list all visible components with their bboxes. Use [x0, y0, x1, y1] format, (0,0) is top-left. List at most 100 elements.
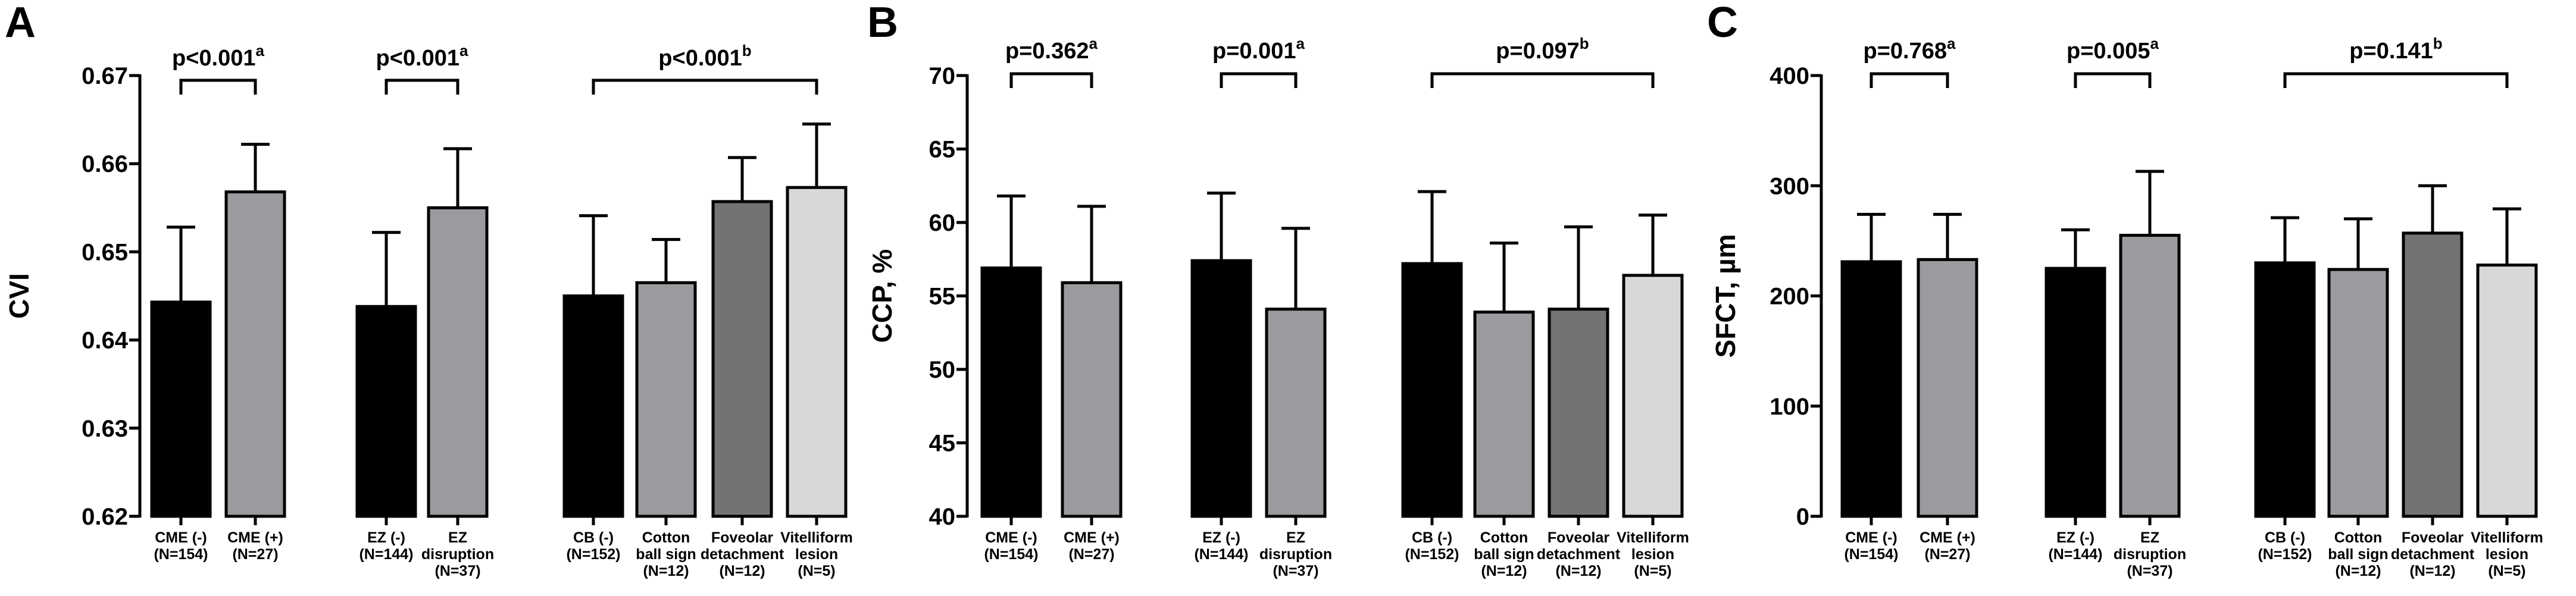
panel-a-category-label: detachment: [701, 546, 784, 563]
panel-c-comparison-bracket: [1870, 72, 1949, 88]
panel-a-category-label: lesion: [795, 546, 838, 563]
panel-a-p-value: p<0.001a: [376, 42, 469, 71]
panel-b-bar: [1401, 262, 1463, 518]
panel-b-category-label: (N=12): [1555, 563, 1601, 579]
panel-b-category-label: detachment: [1537, 546, 1621, 563]
p-value-superscript: b: [742, 42, 752, 59]
panel-b-y-tick-label: 60: [929, 210, 956, 236]
panel-a-category-label: Vitelliform: [780, 529, 853, 546]
panel-b-category-label: EZ: [1286, 529, 1305, 546]
panel-a-category-label: CME (-): [155, 529, 207, 546]
panel-c-category-label: CME (-): [1845, 529, 1897, 546]
panel-b-category-label: disruption: [1259, 546, 1332, 563]
p-value-superscript: b: [2433, 34, 2443, 52]
panel-b-category-label: (N=5): [1634, 563, 1671, 579]
panel-c-category-label: (N=154): [1844, 546, 1898, 563]
p-value-superscript: a: [1947, 34, 1956, 52]
panel-c-comparison-bracket: [2074, 72, 2152, 88]
p-value-text: p=0.141: [2349, 39, 2433, 64]
panel-c-y-tick-label: 200: [1770, 284, 1809, 310]
p-value-superscript: a: [256, 42, 265, 59]
p-value-superscript: b: [1580, 34, 1589, 52]
panel-b-bar: [1061, 281, 1123, 518]
panel-b-y-tick-label: 50: [929, 357, 956, 383]
panel-b-category-label: EZ (-): [1202, 529, 1240, 546]
panel-b-category-label: CME (-): [985, 529, 1037, 546]
panel-a-y-tick-label: 0.62: [82, 504, 128, 530]
panel-b-category-label: Cotton: [1480, 529, 1528, 546]
panel-b-category-label: ball sign: [1474, 546, 1534, 563]
panel-c-category-label: (N=27): [1924, 546, 1970, 563]
panel-c-category-label: disruption: [2114, 546, 2186, 563]
panel-b-bar: [1190, 259, 1252, 518]
panel-c-category-label: (N=12): [2409, 563, 2455, 579]
panel-b-category-label: Vitelliform: [1617, 529, 1689, 546]
panel-c-bar: [2327, 268, 2389, 518]
panel-c-category-label: (N=152): [2258, 546, 2312, 563]
panel-c-category-label: lesion: [2486, 546, 2528, 563]
panel-b-bar: [1622, 274, 1684, 518]
panel-a-category-label: Cotton: [642, 529, 690, 546]
panel-c-bar: [2119, 234, 2181, 518]
panel-a-letter: A: [5, 0, 36, 46]
panel-b-bar: [980, 266, 1042, 518]
panel-a-category-label: EZ (-): [367, 529, 405, 546]
panel-b-category-label: (N=154): [984, 546, 1038, 563]
panel-a-comparison-bracket: [384, 79, 459, 95]
panel-a-y-tick-label: 0.64: [82, 328, 129, 354]
p-value-text: p=0.001: [1212, 39, 1296, 64]
panel-c-y-tick-label: 100: [1770, 394, 1809, 420]
panel-a-bar: [711, 200, 773, 518]
panel-c-category-label: Vitelliform: [2471, 529, 2543, 546]
panel-a-bar: [786, 186, 848, 518]
p-value-text: p=0.768: [1864, 39, 1947, 64]
panel-c-p-value: p=0.768a: [1864, 34, 1956, 64]
panel-a-p-value: p<0.001b: [658, 42, 751, 71]
p-value-text: p<0.001: [658, 46, 742, 71]
panel-a-y-tick-label: 0.63: [82, 416, 128, 442]
panel-b-p-value: p=0.097b: [1496, 34, 1589, 64]
p-value-superscript: a: [1296, 34, 1305, 52]
panel-b-y-tick-label: 65: [929, 137, 956, 163]
panel-a-category-label: (N=144): [359, 546, 413, 563]
panel-a-category-label: disruption: [421, 546, 494, 563]
panel-a-category-label: (N=12): [719, 563, 765, 579]
panel-a-category-label: Foveolar: [711, 529, 773, 546]
p-value-superscript: a: [2150, 34, 2159, 52]
panel-b-y-tick-label: 55: [929, 284, 956, 310]
p-value-text: p=0.362: [1005, 39, 1089, 64]
panel-a-comparison-bracket: [179, 79, 257, 95]
panel-a-bar: [355, 305, 417, 518]
panel-c-category-label: CB (-): [2265, 529, 2305, 546]
panel-c-category-label: Cotton: [2334, 529, 2383, 546]
panel-b-category-label: (N=12): [1481, 563, 1527, 579]
p-value-text: p=0.005: [2067, 39, 2150, 64]
panel-a-p-value: p<0.001a: [172, 42, 265, 71]
p-value-text: p<0.001: [172, 46, 256, 71]
panel-a-category-label: CB (-): [573, 529, 614, 546]
panel-a-comparison-bracket: [592, 79, 818, 95]
panel-b-letter: B: [867, 0, 898, 46]
panel-b-bar: [1548, 308, 1609, 518]
panel-b-y-tick-label: 45: [929, 431, 956, 457]
panel-c-category-label: EZ: [2140, 529, 2159, 546]
p-value-text: p=0.097: [1496, 39, 1580, 64]
panel-a-category-label: (N=27): [232, 546, 278, 563]
panel-c-category-label: (N=5): [2488, 563, 2525, 579]
panel-a-category-label: CME (+): [227, 529, 283, 546]
panel-b-category-label: (N=37): [1273, 563, 1318, 579]
panel-b-comparison-bracket: [1220, 72, 1298, 88]
panel-b-comparison-bracket: [1009, 72, 1093, 88]
panel-b-category-label: CME (+): [1064, 529, 1120, 546]
panel-c-category-label: EZ (-): [2056, 529, 2094, 546]
panel-b-category-label: Foveolar: [1548, 529, 1609, 546]
panel-b-category-label: CB (-): [1412, 529, 1452, 546]
panel-a-y-tick-label: 0.67: [82, 63, 128, 89]
panel-a-category-label: ball sign: [636, 546, 696, 563]
p-value-text: p<0.001: [376, 46, 460, 71]
panel-a-category-label: EZ: [448, 529, 467, 546]
panel-a-category-label: (N=12): [643, 563, 689, 579]
panel-c-category-label: (N=12): [2335, 563, 2381, 579]
p-value-superscript: a: [1089, 34, 1098, 52]
